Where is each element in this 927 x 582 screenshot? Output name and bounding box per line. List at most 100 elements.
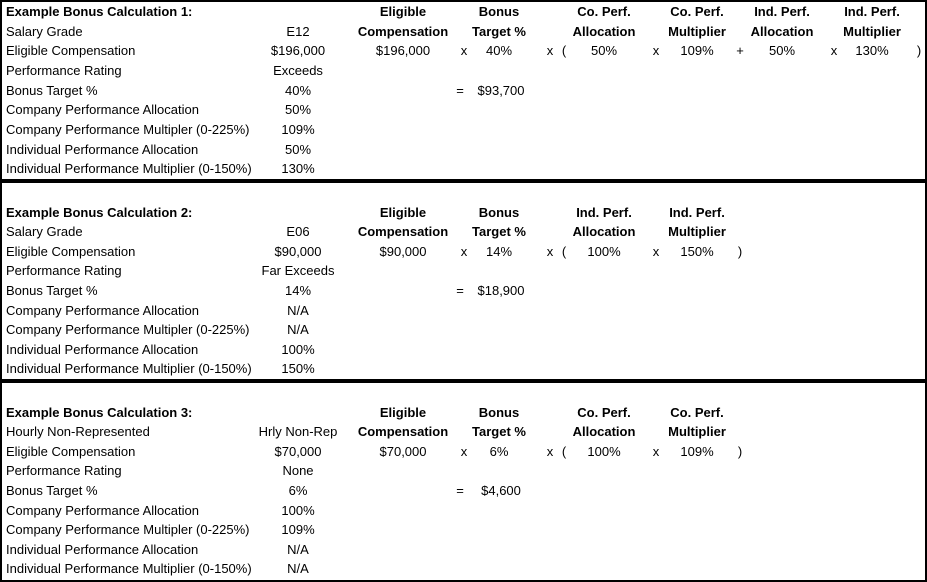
- table-row: Individual Performance Multiplier (0-150…: [2, 559, 925, 579]
- operator-multiply: x: [460, 243, 468, 259]
- table-row: Eligible Compensation $70,000 $70,000 x …: [2, 442, 925, 462]
- operator-multiply: x: [546, 443, 554, 459]
- column-header-eligible-compensation: Compensation: [357, 424, 449, 440]
- formula-co-perf-allocation: 100%: [587, 443, 621, 459]
- blank-row: [2, 383, 925, 403]
- table-row: Bonus Target % 14% = $18,900: [2, 281, 925, 301]
- row-value: N/A: [287, 302, 309, 318]
- row-value: Hrly Non-Rep: [258, 424, 338, 440]
- row-value: 150%: [281, 361, 315, 377]
- column-header-ind-perf-multiplier: Ind. Perf.: [669, 204, 725, 220]
- row-label: Company Performance Multipler (0-225%): [6, 121, 250, 137]
- row-label: Individual Performance Allocation: [6, 141, 199, 157]
- column-header-bonus-target: Bonus: [478, 204, 520, 220]
- row-value: $196,000: [270, 43, 326, 59]
- row-label: Company Performance Multipler (0-225%): [6, 522, 250, 538]
- row-label: Bonus Target %: [6, 482, 98, 498]
- operator-multiply: x: [652, 243, 660, 259]
- row-label: Company Performance Allocation: [6, 302, 199, 318]
- operator-multiply: x: [460, 43, 468, 59]
- formula-ind-perf-multiplier: 130%: [855, 43, 889, 59]
- row-value: Far Exceeds: [261, 263, 335, 279]
- formula-co-perf-multiplier: 109%: [680, 43, 714, 59]
- row-label: Hourly Non-Represented: [6, 424, 150, 440]
- operator-multiply: x: [546, 43, 554, 59]
- formula-bonus-target: 6%: [489, 443, 509, 459]
- table-row: Company Performance Multipler (0-225%) 1…: [2, 120, 925, 140]
- row-label: Bonus Target %: [6, 282, 98, 298]
- section-title: Example Bonus Calculation 3:: [6, 404, 193, 420]
- paren-close: ): [737, 243, 743, 259]
- table-row: Company Performance Allocation 50%: [2, 100, 925, 120]
- formula-ind-perf-allocation: 50%: [768, 43, 796, 59]
- paren-open: (: [561, 43, 567, 59]
- row-label: Individual Performance Allocation: [6, 341, 199, 357]
- table-row: Individual Performance Multiplier (0-150…: [2, 159, 925, 179]
- row-value: $90,000: [274, 243, 322, 259]
- table-row: Individual Performance Allocation 50%: [2, 140, 925, 160]
- row-label: Salary Grade: [6, 23, 83, 39]
- table-row: Company Performance Allocation 100%: [2, 501, 925, 521]
- table-row: Salary Grade E06 Compensation Target % A…: [2, 222, 925, 242]
- column-header-co-perf-allocation: Co. Perf.: [577, 4, 631, 19]
- table-row: Salary Grade E12 Compensation Target % A…: [2, 22, 925, 42]
- header-row-1: Example Bonus Calculation 2: Eligible Bo…: [2, 203, 925, 223]
- row-label: Bonus Target %: [6, 82, 98, 98]
- column-header-ind-perf-allocation: Ind. Perf.: [576, 204, 632, 220]
- column-header-ind-perf-allocation: Allocation: [750, 23, 814, 39]
- formula-co-perf-allocation: 50%: [590, 43, 618, 59]
- table-row: Performance Rating None: [2, 461, 925, 481]
- table-row: Performance Rating Far Exceeds: [2, 261, 925, 281]
- row-label: Performance Rating: [6, 62, 122, 78]
- row-label: Eligible Compensation: [6, 443, 136, 459]
- section-title: Example Bonus Calculation 2:: [6, 204, 193, 220]
- formula-ind-perf-multiplier: 150%: [680, 243, 714, 259]
- column-header-eligible-compensation: Eligible: [379, 4, 427, 19]
- column-header-co-perf-multiplier: Co. Perf.: [670, 4, 724, 19]
- formula-eligible-compensation: $196,000: [375, 43, 431, 59]
- table-row: Bonus Target % 6% = $4,600: [2, 481, 925, 501]
- paren-close: ): [916, 43, 922, 59]
- table-row: Individual Performance Multiplier (0-150…: [2, 359, 925, 379]
- table-row: Hourly Non-Represented Hrly Non-Rep Comp…: [2, 422, 925, 442]
- row-label: Individual Performance Multiplier (0-150…: [6, 361, 252, 377]
- column-header-ind-perf-multiplier: Multiplier: [843, 23, 901, 39]
- paren-open: (: [561, 243, 567, 259]
- column-header-co-perf-allocation: Allocation: [572, 424, 636, 440]
- row-value: 109%: [281, 522, 315, 538]
- column-header-co-perf-allocation: Co. Perf.: [577, 404, 631, 420]
- paren-open: (: [561, 443, 567, 459]
- row-label: Individual Performance Multiplier (0-150…: [6, 561, 252, 577]
- column-header-bonus-target: Target %: [472, 224, 526, 240]
- row-value: N/A: [287, 541, 309, 557]
- row-value: 6%: [288, 482, 308, 498]
- table-row: Eligible Compensation $196,000 $196,000 …: [2, 41, 925, 61]
- column-header-bonus-target: Target %: [472, 23, 526, 39]
- table-row: Individual Performance Allocation 100%: [2, 340, 925, 360]
- row-value: N/A: [287, 322, 309, 338]
- row-value: 109%: [281, 121, 315, 137]
- table-row: Company Performance Allocation N/A: [2, 301, 925, 321]
- row-value: E06: [286, 224, 310, 240]
- blank-row: [2, 183, 925, 203]
- column-header-co-perf-multiplier: Multiplier: [668, 424, 726, 440]
- bonus-result: $18,900: [477, 282, 525, 298]
- row-value: 40%: [284, 82, 312, 98]
- row-label: Salary Grade: [6, 224, 83, 240]
- bonus-result: $93,700: [477, 82, 525, 98]
- row-value: 50%: [284, 102, 312, 118]
- row-value: 14%: [284, 282, 312, 298]
- row-label: Individual Performance Allocation: [6, 541, 199, 557]
- row-value: Exceeds: [273, 62, 323, 78]
- formula-eligible-compensation: $90,000: [379, 243, 427, 259]
- example-bonus-calculation-2: Example Bonus Calculation 2: Eligible Bo…: [0, 181, 927, 381]
- row-value: $70,000: [274, 443, 322, 459]
- formula-eligible-compensation: $70,000: [379, 443, 427, 459]
- column-header-eligible-compensation: Eligible: [379, 404, 427, 420]
- operator-multiply: x: [652, 43, 660, 59]
- row-label: Performance Rating: [6, 263, 122, 279]
- formula-co-perf-multiplier: 109%: [680, 443, 714, 459]
- row-value: 100%: [281, 502, 315, 518]
- column-header-eligible-compensation: Compensation: [357, 224, 449, 240]
